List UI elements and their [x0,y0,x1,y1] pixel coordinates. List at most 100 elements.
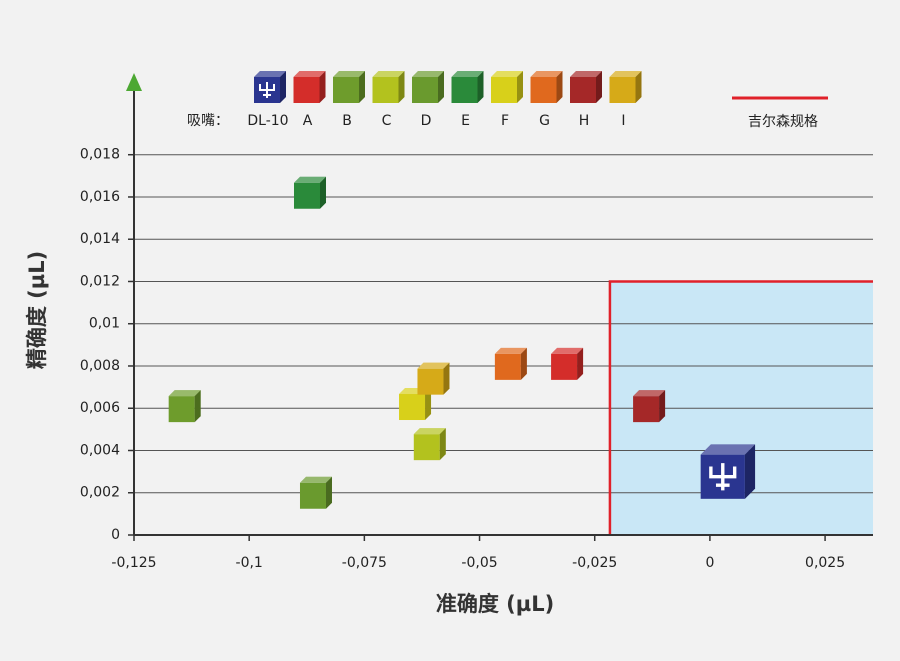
cube-front [413,434,440,461]
cube-side-shade [398,71,405,103]
cube-front [491,77,517,103]
x-tick-label: -0,075 [342,555,387,571]
cube-side-shade [438,71,444,103]
cube-side [477,71,484,103]
point [417,362,450,395]
cube-top-shade [633,390,666,397]
cube-front [494,353,521,380]
legend-label: H [579,113,590,129]
legend-label: E [461,113,470,129]
legend-swatch [412,71,444,103]
legend-label: G [539,113,550,129]
legend-title: 吸嘴： [187,113,229,129]
cube-side-shade [659,390,666,423]
cube-top-shade [417,362,450,369]
cube-side-shade [425,388,432,421]
legend-swatch [451,71,484,103]
cube-top [417,362,450,369]
legend-swatch [530,71,563,103]
cube-side [443,362,450,395]
cube-front [551,353,578,380]
legend-swatch [293,71,326,103]
legend-swatch [570,71,602,103]
cube-side-shade [439,428,446,461]
cube-top [633,390,666,397]
point [633,390,666,423]
legend-swatch [254,71,286,103]
y-tick-label: 0,018 [80,147,120,163]
cube-front [299,482,326,509]
point [700,444,756,499]
point [413,428,446,461]
x-tick-label: 0 [705,555,714,571]
cube-side [194,390,201,423]
y-tick-label: 0,016 [80,189,120,205]
cube-top-shade [293,176,326,183]
legend-swatch [609,71,642,103]
point [168,390,201,423]
cube-front [633,396,660,423]
cube-front [609,77,636,103]
cube-top-shade [168,390,201,397]
y-tick-label: 0,004 [80,442,120,458]
cube-top-shade [494,347,527,354]
cube-side [517,71,523,103]
cube-side [744,444,756,499]
cube-side [425,388,432,421]
cube-top [372,71,405,77]
point [551,347,584,380]
cube-top-shade [530,71,563,77]
point [494,347,527,380]
cube-front [168,396,195,423]
cube-side-shade [577,347,584,380]
cube-top [609,71,642,77]
y-tick-label: 0,014 [80,231,120,247]
cube-top [413,428,446,435]
cube-side [659,390,666,423]
spec-legend-label: 吉尔森规格 [748,114,818,130]
cube-top-shade [551,347,584,354]
point [299,476,332,509]
cube-front [412,77,438,103]
legend-swatch [333,71,365,103]
cube-front [570,77,596,103]
cube-top-shade [254,71,286,77]
cube-side-shade [359,71,365,103]
cube-side [439,428,446,461]
cube-front [399,394,426,421]
cube-top-shade [413,428,446,435]
cube-side-shade [443,362,450,395]
cube-front [293,77,320,103]
cube-side-shade [325,476,332,509]
y-tick-label: 0,008 [80,358,120,374]
legend-label: D [421,113,432,129]
legend-label: C [382,113,392,129]
cube-side [596,71,602,103]
cube-side-shade [520,347,527,380]
cube-top [530,71,563,77]
y-tick-label: 0 [111,527,120,543]
cube-side-shade [319,176,326,209]
x-tick-label: -0,025 [572,555,617,571]
cube-top [491,71,523,77]
x-axis-title: 准确度 (µL) [436,592,554,616]
cube-side [520,347,527,380]
cube-front [333,77,359,103]
cube-top-shade [372,71,405,77]
cube-top-shade [293,71,326,77]
cube-side-shade [280,71,286,103]
cube-side-shade [194,390,201,423]
cube-top-shade [333,71,365,77]
cube-front [530,77,557,103]
cube-top [494,347,527,354]
y-tick-label: 0,002 [80,485,120,501]
cube-top [570,71,602,77]
cube-side-shade [744,444,756,499]
cube-side [319,176,326,209]
cube-front [372,77,399,103]
legend-label: DL-10 [247,113,288,129]
cube-top [551,347,584,354]
cube-top-shade [412,71,444,77]
legend-label: A [303,113,313,129]
